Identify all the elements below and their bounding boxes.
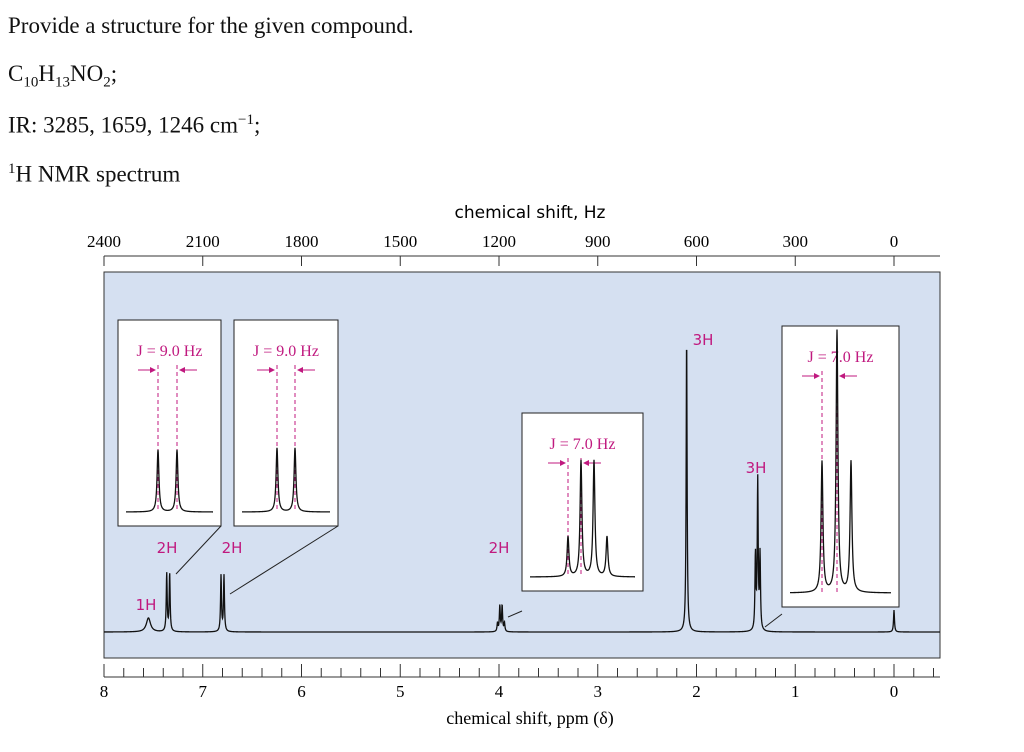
bottom-tick-label: 7 [199, 682, 208, 701]
integration-label: 2H [222, 539, 243, 557]
inset-leader-line [507, 610, 523, 618]
question-prompt: Provide a structure for the given compou… [8, 13, 414, 38]
arrow-head [150, 367, 156, 373]
inset-leader-line [229, 525, 339, 595]
nmr-heading: 1H NMR spectrum [8, 161, 181, 187]
ir-data: IR: 3285, 1659, 1246 cm−1; [8, 112, 261, 138]
inset-trace [242, 447, 330, 513]
arrow-head [297, 367, 303, 373]
top-tick-label: 1800 [285, 232, 319, 251]
integration-label: 2H [489, 539, 510, 557]
top-axis-label: chemical shift, Hz [455, 203, 606, 223]
bottom-tick-label: 4 [495, 682, 504, 701]
inset-box [233, 319, 339, 527]
spectrum-trace [104, 349, 940, 633]
molecular-formula: C10H13NO2; [8, 61, 118, 91]
top-tick-label: 300 [783, 232, 809, 251]
coupling-inset: J = 9.0 Hz [229, 319, 339, 595]
top-tick-label: 2400 [87, 232, 121, 251]
arrow-head [269, 367, 275, 373]
arrow-head [179, 367, 185, 373]
arrow-head [839, 373, 845, 379]
bottom-tick-label: 3 [594, 682, 603, 701]
inset-trace [530, 459, 636, 578]
inset-leader-line [175, 525, 222, 575]
bottom-tick-label: 6 [297, 682, 306, 701]
coupling-constant-label: J = 9.0 Hz [137, 343, 203, 360]
arrow-head [560, 460, 566, 466]
coupling-inset: J = 9.0 Hz [117, 319, 222, 575]
coupling-inset: J = 7.0 Hz [507, 412, 644, 618]
bottom-tick-label: 1 [791, 682, 800, 701]
arrow-head [814, 373, 820, 379]
bottom-tick-label: 8 [100, 682, 109, 701]
inset-box [521, 412, 644, 592]
top-tick-label: 1500 [383, 232, 417, 251]
x-axis-label: chemical shift, ppm (δ) [446, 708, 613, 729]
inset-box [117, 319, 222, 527]
integration-label: 2H [157, 539, 178, 557]
bottom-tick-label: 2 [692, 682, 701, 701]
coupling-constant-label: J = 7.0 Hz [550, 436, 616, 453]
coupling-inset: J = 7.0 Hz [764, 325, 900, 628]
bottom-tick-label: 0 [890, 682, 899, 701]
top-tick-label: 0 [890, 232, 899, 251]
inset-trace [126, 449, 213, 513]
top-tick-label: 2100 [186, 232, 220, 251]
top-tick-label: 900 [585, 232, 611, 251]
bottom-tick-label: 5 [396, 682, 405, 701]
coupling-constant-label: J = 7.0 Hz [808, 349, 874, 366]
top-tick-label: 600 [684, 232, 710, 251]
coupling-constant-label: J = 9.0 Hz [253, 343, 319, 360]
top-tick-label: 1200 [482, 232, 516, 251]
arrow-head [583, 460, 589, 466]
inset-leader-line [764, 613, 783, 628]
integration-label: 3H [746, 459, 767, 477]
integration-label: 1H [136, 596, 157, 614]
inset-trace [790, 329, 891, 594]
integration-label: 3H [693, 331, 714, 349]
